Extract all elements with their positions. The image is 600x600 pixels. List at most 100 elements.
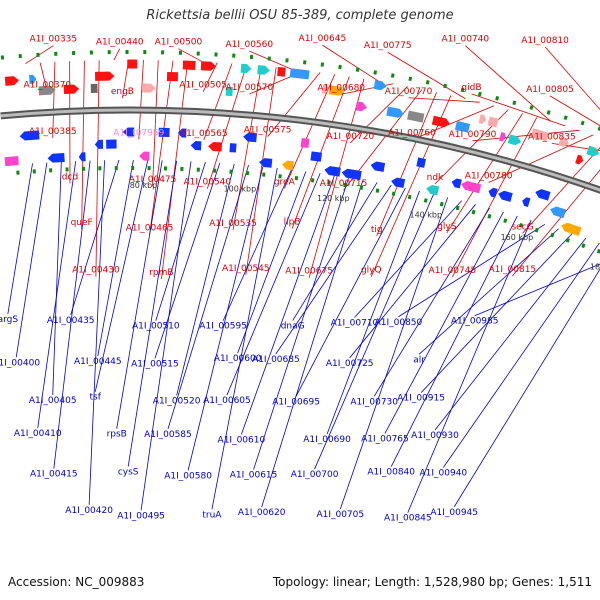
- reverse-gene-1: [19, 130, 40, 141]
- reverse-gene-label: truA: [202, 510, 222, 520]
- forward-gene-14-box: [277, 66, 286, 77]
- forward-gene-5: [95, 71, 115, 81]
- inner-feature-19: [327, 180, 331, 185]
- forward-gene-12-arrow: [240, 63, 252, 74]
- reverse-gene-label: A1I_00915: [397, 394, 445, 404]
- reverse-gene-leader: [37, 161, 77, 429]
- forward-gene-label: A1I_00715: [320, 179, 368, 189]
- forward-gene-0-arrow: [4, 76, 19, 86]
- inner-feature-10: [180, 166, 184, 172]
- reverse-gene-19: [341, 168, 362, 180]
- genome-title: Rickettsia bellii OSU 85-389, complete g…: [146, 8, 454, 23]
- outer-feature-12: [214, 52, 218, 57]
- forward-gene-label: A1I_00645: [299, 34, 347, 44]
- forward-gene-1: [29, 74, 37, 84]
- reverse-gene-leader: [240, 175, 335, 435]
- reverse-gene-18: [324, 166, 341, 177]
- forward-gene-leader: [206, 64, 248, 189]
- reverse-gene-label: A1I_00580: [164, 471, 212, 481]
- reverse-gene-label: tsf: [90, 393, 102, 403]
- forward-gene-leader: [161, 61, 189, 280]
- outer-feature-6: [107, 50, 111, 55]
- forward-gene-label: A1I_00680: [317, 83, 365, 93]
- forward-gene-leader: [203, 63, 233, 141]
- reverse-gene-8-box: [158, 127, 170, 138]
- outer-feature-30: [529, 105, 534, 110]
- outer-feature-11-box: [196, 51, 200, 56]
- reverse-gene-24-arrow: [451, 178, 462, 189]
- reverse-gene-label: A1I_00400: [0, 358, 40, 368]
- forward-gene-22-arrow: [431, 115, 451, 128]
- reverse-gene-label: A1I_00510: [132, 322, 180, 332]
- forward-gene-2-arrow: [38, 85, 56, 96]
- reverse-gene-13-arrow: [243, 132, 257, 143]
- inner-feature-0: [16, 170, 20, 175]
- reverse-gene-12: [229, 143, 237, 153]
- forward-gene-8: [166, 71, 179, 82]
- reverse-gene-label: A1I_00840: [367, 468, 415, 478]
- kbp-tick-label: 120 kbp: [317, 194, 350, 203]
- inner-feature-29: [487, 213, 492, 219]
- reverse-gene-7-arrow: [139, 151, 150, 161]
- forward-gene-label: A1I_00760: [388, 129, 436, 139]
- inner-feature-30-box: [503, 218, 508, 224]
- reverse-gene-6: [122, 127, 135, 137]
- inner-feature-32-box: [534, 227, 539, 233]
- outer-feature-8: [143, 50, 147, 55]
- outer-feature-14: [249, 54, 254, 60]
- inner-feature-26: [439, 201, 444, 207]
- forward-gene-leader: [113, 48, 121, 61]
- reverse-gene-9-arrow: [178, 128, 187, 138]
- reverse-gene-17-box: [310, 151, 323, 162]
- forward-gene-24: [478, 114, 487, 124]
- forward-gene-4: [90, 83, 98, 94]
- forward-gene-leader: [267, 72, 321, 137]
- forward-gene-label: A1I_00815: [488, 265, 536, 275]
- forward-gene-label: A1I_00430: [72, 266, 120, 276]
- forward-gene-28-box: [530, 128, 549, 142]
- reverse-gene-label: A1I_00585: [144, 430, 192, 440]
- inner-feature-16-box: [278, 174, 282, 179]
- outer-feature-23-box: [408, 76, 413, 82]
- reverse-gene-label: A1I_00705: [316, 510, 364, 520]
- reverse-gene-label: A1I_00620: [238, 508, 286, 518]
- outer-feature-12-box: [214, 52, 218, 57]
- outer-feature-33: [580, 120, 585, 126]
- reverse-gene-15: [281, 160, 294, 171]
- outer-feature-17-box: [302, 60, 307, 65]
- forward-gene-leader: [544, 46, 600, 111]
- reverse-gene-16-box: [300, 138, 310, 148]
- reverse-gene-label: argS: [0, 315, 18, 325]
- inner-feature-31-box: [518, 222, 523, 228]
- outer-feature-19: [338, 64, 342, 70]
- forward-gene-leader: [408, 97, 480, 103]
- forward-gene-label: lipB: [284, 218, 301, 228]
- forward-gene-leader: [465, 45, 552, 122]
- reverse-gene-leader: [140, 161, 192, 511]
- outer-feature-4: [72, 51, 76, 56]
- inner-feature-0-box: [16, 170, 20, 175]
- reverse-gene-label: A1I_00940: [419, 469, 467, 479]
- reverse-gene-30: [550, 206, 567, 219]
- forward-gene-31: [586, 145, 600, 157]
- forward-gene-17-arrow: [328, 85, 345, 96]
- outer-feature-16-box: [285, 58, 289, 63]
- outer-feature-13-box: [232, 53, 236, 58]
- reverse-gene-label: rpsB: [107, 430, 127, 440]
- forward-gene-19: [373, 80, 387, 91]
- reverse-gene-label: A1I_00845: [384, 514, 432, 524]
- inner-feature-35-box: [581, 243, 586, 249]
- inner-feature-15: [262, 172, 266, 177]
- forward-gene-label: A1I_00385: [29, 127, 77, 137]
- inner-feature-17-box: [294, 176, 299, 181]
- outer-feature-3-box: [54, 51, 58, 56]
- outer-feature-25: [443, 83, 448, 89]
- reverse-gene-1-arrow: [19, 130, 40, 141]
- reverse-gene-leader: [222, 169, 292, 321]
- forward-gene-label: A1I_00805: [526, 85, 574, 95]
- reverse-gene-10: [190, 141, 202, 151]
- forward-gene-5-arrow: [95, 71, 115, 81]
- reverse-gene-20-arrow: [370, 161, 386, 172]
- forward-gene-leader: [232, 65, 262, 231]
